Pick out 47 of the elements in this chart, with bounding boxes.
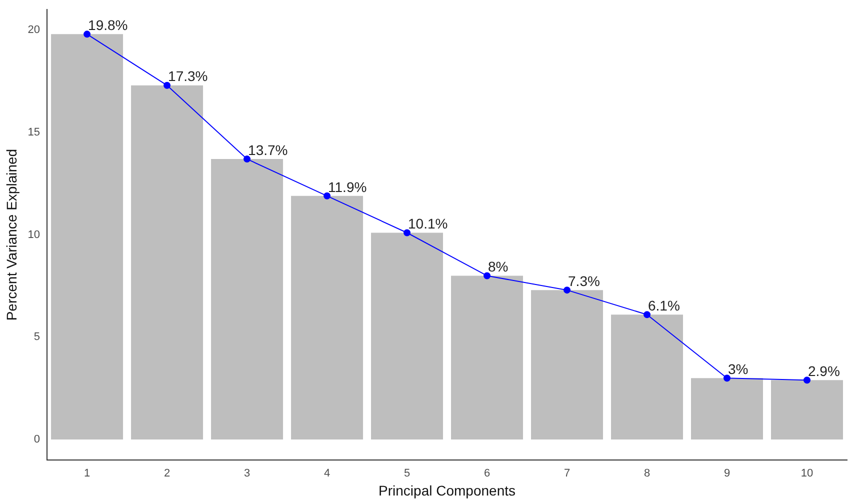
x-tick-label: 3 (244, 468, 250, 480)
point (564, 286, 571, 294)
x-tick-label: 5 (404, 468, 410, 480)
x-tick-label: 9 (724, 468, 730, 480)
bar (131, 85, 204, 440)
bar (51, 34, 124, 440)
data-label: 8% (488, 258, 508, 275)
data-label: 17.3% (168, 68, 208, 84)
x-tick-label: 7 (564, 468, 570, 480)
data-label: 13.7% (248, 142, 288, 158)
data-label: 3% (728, 360, 748, 377)
x-tick-label: 4 (324, 468, 330, 480)
data-label: 11.9% (328, 178, 367, 195)
bar (691, 378, 764, 440)
data-label: 19.8% (88, 17, 128, 34)
x-tick-label: 10 (800, 468, 814, 480)
point (324, 192, 331, 200)
x-tick-label: 2 (164, 468, 170, 480)
x-tick-label: 6 (484, 468, 490, 480)
y-tick-label: 5 (34, 331, 40, 344)
bar (451, 276, 524, 440)
point (84, 30, 91, 38)
data-label: 6.1% (648, 298, 680, 314)
point (404, 229, 411, 236)
bar (211, 159, 284, 440)
y-tick-label: 10 (28, 228, 40, 241)
y-axis-title: Percent Variance Explained (3, 148, 20, 321)
point (164, 82, 171, 89)
data-label: 7.3% (568, 272, 600, 289)
point (644, 311, 651, 318)
bar (371, 232, 444, 440)
y-tick-label: 20 (28, 24, 40, 36)
y-tick-label: 0 (34, 434, 40, 446)
data-label: 10.1% (408, 216, 448, 232)
point (484, 272, 491, 280)
bar (291, 196, 364, 440)
x-tick-label: 1 (84, 468, 90, 480)
bar (531, 290, 604, 440)
x-axis-title: Principal Components (378, 482, 516, 498)
data-label: 2.9% (808, 363, 840, 380)
y-tick-label: 15 (28, 126, 40, 138)
x-tick-label: 8 (644, 468, 650, 480)
bar (771, 380, 843, 440)
point (804, 376, 810, 384)
point (244, 156, 251, 163)
bar (611, 314, 684, 440)
point (724, 374, 731, 382)
